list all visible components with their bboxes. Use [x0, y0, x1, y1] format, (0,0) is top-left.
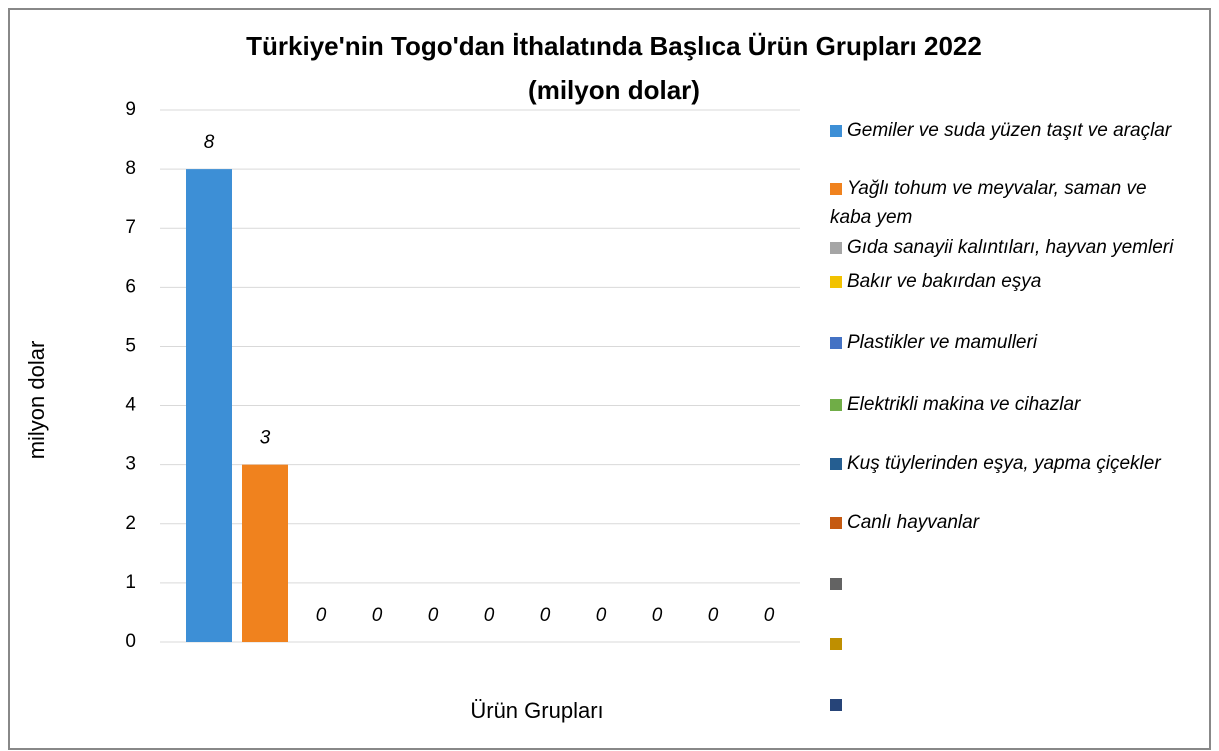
y-axis-label: milyon dolar	[24, 341, 49, 460]
legend-entry: Canlı hayvanlar	[830, 508, 1185, 537]
legend-entry: Yağlı tohum ve meyvalar, saman ve kaba y…	[830, 174, 1185, 232]
data-label: 0	[708, 605, 719, 626]
legend-swatch	[830, 125, 842, 137]
bar	[242, 464, 288, 642]
data-label: 0	[428, 605, 439, 626]
legend-label: Kuş tüylerinden eşya, yapma çiçekler	[847, 453, 1161, 474]
data-label: 0	[540, 605, 551, 626]
legend-entry: Gıda sanayii kalıntıları, hayvan yemleri	[830, 233, 1185, 262]
legend-entry: Bakır ve bakırdan eşya	[830, 267, 1185, 296]
legend-label: Gıda sanayii kalıntıları, hayvan yemleri	[847, 237, 1174, 258]
chart-title: (milyon dolar)	[528, 75, 700, 105]
data-label: 3	[260, 428, 271, 449]
data-label: 0	[652, 605, 663, 626]
legend-entry	[830, 569, 1185, 598]
y-tick-label: 7	[125, 217, 136, 238]
legend-swatch	[830, 699, 842, 711]
y-tick-label: 2	[125, 513, 136, 534]
legend-label: Bakır ve bakırdan eşya	[847, 271, 1042, 292]
legend-swatch	[830, 183, 842, 195]
legend-label: Gemiler ve suda yüzen taşıt ve araçlar	[847, 120, 1172, 141]
legend-entry	[830, 629, 1185, 658]
y-tick-label: 8	[125, 158, 136, 179]
y-tick-label: 5	[125, 335, 136, 356]
data-label: 0	[596, 605, 607, 626]
legend-swatch	[830, 337, 842, 349]
legend-entry: Gemiler ve suda yüzen taşıt ve araçlar	[830, 116, 1185, 145]
data-label: 0	[372, 605, 383, 626]
legend-label: Plastikler ve mamulleri	[847, 332, 1038, 353]
y-tick-label: 0	[125, 631, 136, 652]
legend-swatch	[830, 276, 842, 288]
y-tick-label: 9	[125, 99, 136, 120]
data-label: 8	[204, 132, 215, 153]
legend-label: Canlı hayvanlar	[847, 512, 980, 533]
legend-label: Elektrikli makina ve cihazlar	[847, 394, 1081, 415]
legend-swatch	[830, 517, 842, 529]
legend-label: Yağlı tohum ve meyvalar, saman ve kaba y…	[830, 178, 1147, 228]
y-tick-label: 6	[125, 276, 136, 297]
data-label: 0	[316, 605, 327, 626]
x-axis-label: Ürün Grupları	[470, 698, 603, 723]
legend-swatch	[830, 399, 842, 411]
legend-entry: Elektrikli makina ve cihazlar	[830, 390, 1185, 419]
legend-swatch	[830, 638, 842, 650]
data-label: 0	[764, 605, 775, 626]
y-tick-label: 4	[125, 395, 136, 416]
bar	[186, 169, 232, 642]
legend-entry: Plastikler ve mamulleri	[830, 328, 1185, 357]
frame	[8, 8, 1211, 750]
y-tick-label: 1	[125, 572, 136, 593]
legend-entry: Kuş tüylerinden eşya, yapma çiçekler	[830, 449, 1185, 478]
legend-swatch	[830, 242, 842, 254]
legend-swatch	[830, 458, 842, 470]
data-label: 0	[484, 605, 495, 626]
y-tick-label: 3	[125, 454, 136, 475]
chart-title: Türkiye'nin Togo'dan İthalatında Başlıca…	[246, 31, 982, 61]
legend-entry	[830, 690, 1185, 719]
legend-swatch	[830, 578, 842, 590]
